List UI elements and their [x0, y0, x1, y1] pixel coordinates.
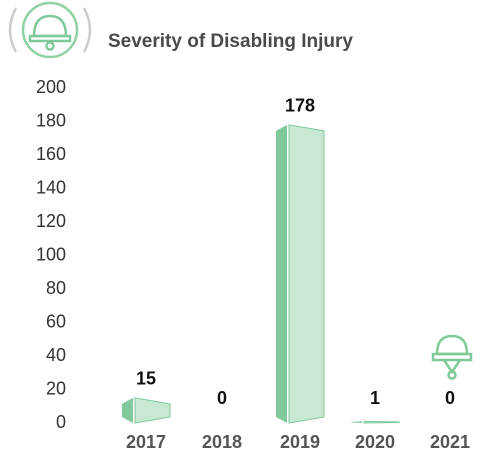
x-tick-label: 2017 [126, 432, 166, 452]
bar-icon [431, 334, 473, 380]
y-tick-label: 120 [36, 211, 66, 231]
value-label: 178 [285, 96, 315, 116]
y-tick-label: 20 [46, 378, 66, 398]
x-tick-label: 2018 [202, 432, 242, 452]
bar [276, 124, 325, 424]
y-tick-label: 80 [46, 278, 66, 298]
bar-edge [122, 397, 133, 423]
y-tick-label: 40 [46, 345, 66, 365]
bar [122, 397, 171, 424]
chart-title: Severity of Disabling Injury [108, 31, 353, 52]
y-tick-label: 100 [36, 244, 66, 264]
y-tick-label: 200 [36, 77, 66, 97]
bar-edge [276, 124, 287, 423]
bar-face [363, 420, 400, 424]
y-tick-label: 160 [36, 144, 66, 164]
y-tick-label: 180 [36, 110, 66, 130]
value-label: 0 [445, 388, 455, 408]
y-tick-label: 140 [36, 177, 66, 197]
bar [351, 420, 400, 424]
value-label: 1 [370, 388, 380, 408]
bar-face [288, 124, 325, 424]
x-tick-label: 2020 [355, 432, 395, 452]
value-label: 0 [217, 388, 227, 408]
bar-edge [351, 421, 362, 423]
x-tick-label: 2021 [430, 432, 470, 452]
y-tick-label: 60 [46, 311, 66, 331]
x-tick-label: 2019 [280, 432, 320, 452]
bar-face [134, 397, 171, 424]
header-icon [8, 1, 92, 59]
y-tick-label: 0 [56, 412, 66, 432]
value-label: 15 [136, 369, 156, 389]
